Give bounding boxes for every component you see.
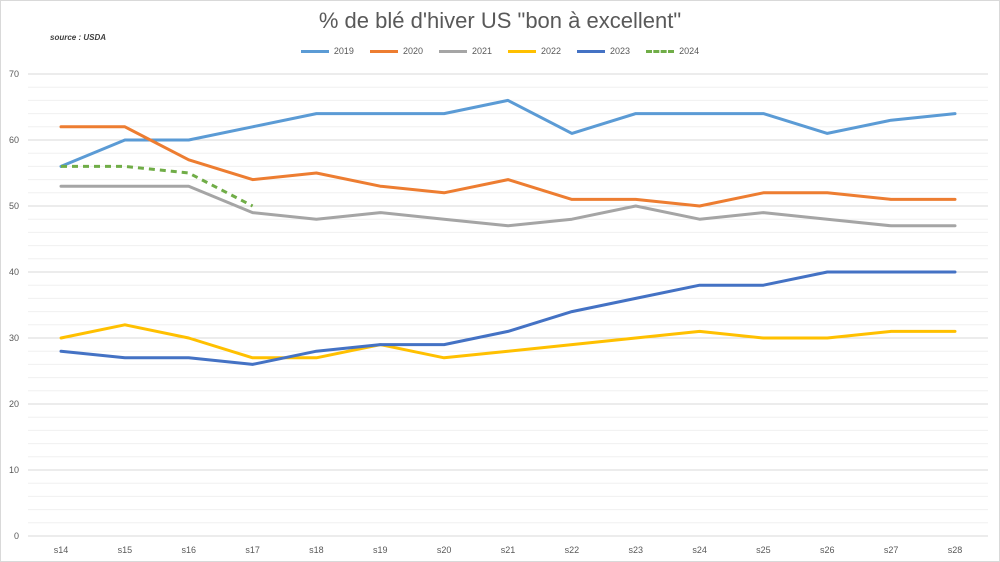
legend-label: 2022 xyxy=(541,46,562,56)
y-tick-label: 50 xyxy=(9,201,19,211)
legend-label: 2021 xyxy=(471,46,492,56)
x-tick-label: s17 xyxy=(245,545,260,555)
x-tick-label: s21 xyxy=(501,545,516,555)
y-tick-label: 0 xyxy=(14,531,19,541)
y-tick-label: 20 xyxy=(9,399,19,409)
legend-item-2022: 2022 xyxy=(508,46,561,56)
x-tick-label: s19 xyxy=(373,545,388,555)
legend-label: 2024 xyxy=(679,46,700,56)
legend-swatch xyxy=(646,49,675,53)
x-tick-label: s18 xyxy=(309,545,324,555)
series-line-2020 xyxy=(59,125,957,208)
chart-title: % de blé d'hiver US "bon à excellent" xyxy=(318,8,682,33)
legend-label: 2020 xyxy=(402,46,423,56)
legend-label: 2023 xyxy=(610,46,631,56)
y-tick-label: 60 xyxy=(9,135,19,145)
x-tick-label: s25 xyxy=(756,545,771,555)
legend-item-2019: 2019 xyxy=(300,46,354,56)
y-tick-label: 70 xyxy=(9,69,19,79)
x-tick-label: s27 xyxy=(884,545,899,555)
y-tick-label: 10 xyxy=(9,465,19,475)
x-tick-label: s24 xyxy=(692,545,707,555)
x-tick-label: s14 xyxy=(54,545,69,555)
series-line-2019 xyxy=(59,98,957,168)
legend-swatch xyxy=(300,49,329,53)
legend-item-2023: 2023 xyxy=(577,46,630,56)
series-line-2022 xyxy=(59,323,957,360)
legend-swatch xyxy=(508,49,536,53)
legend-item-2020: 2020 xyxy=(369,46,423,56)
x-tick-label: s16 xyxy=(181,545,196,555)
x-tick-label: s22 xyxy=(565,545,580,555)
legend-item-2021: 2021 xyxy=(438,46,492,56)
x-tick-label: s20 xyxy=(437,545,452,555)
y-tick-label: 40 xyxy=(9,267,19,277)
chart-legend: 2019 2020 2021 2022 2023 2024 xyxy=(0,46,1000,56)
legend-swatch xyxy=(577,49,606,53)
x-tick-label: s26 xyxy=(820,545,835,555)
x-tick-label: s28 xyxy=(948,545,963,555)
legend-swatch xyxy=(369,49,398,53)
legend-label: 2019 xyxy=(333,46,354,56)
legend-item-2024: 2024 xyxy=(646,46,699,56)
legend-swatch xyxy=(438,49,467,53)
x-tick-label: s15 xyxy=(118,545,133,555)
y-tick-label: 30 xyxy=(9,333,19,343)
series-line-2023 xyxy=(59,270,957,366)
source-note: source : USDA xyxy=(50,33,107,42)
series-line-2021 xyxy=(59,184,957,228)
x-tick-label: s23 xyxy=(628,545,643,555)
